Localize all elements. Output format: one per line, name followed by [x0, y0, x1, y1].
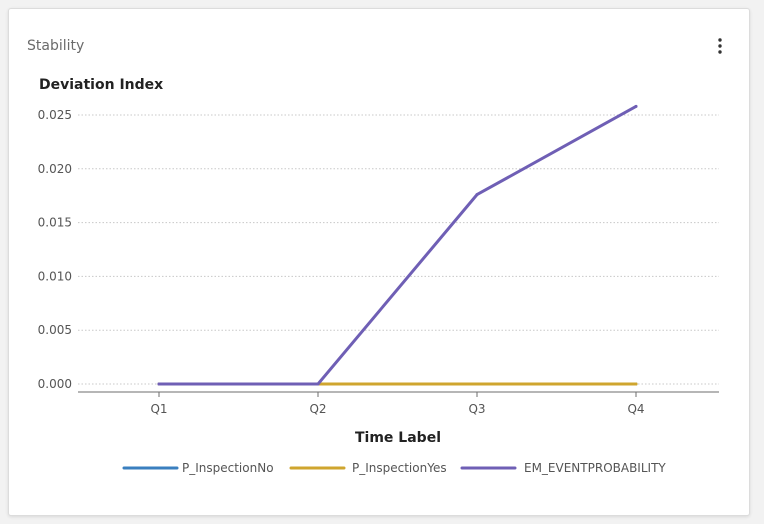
more-vertical-icon[interactable]: [711, 36, 729, 56]
x-axis-label: Time Label: [355, 430, 441, 446]
y-tick-label: 0.020: [38, 162, 72, 176]
legend-label: P_InspectionYes: [352, 461, 447, 475]
y-tick-label: 0.015: [38, 216, 72, 230]
legend-label: EM_EVENTPROBABILITY: [524, 461, 666, 475]
x-tick-label: Q4: [627, 402, 644, 416]
x-tick-label: Q1: [150, 402, 167, 416]
y-tick-label: 0.010: [38, 269, 72, 283]
data-point: [316, 382, 320, 386]
y-tick-label: 0.000: [38, 377, 72, 391]
y-tick-label: 0.005: [38, 323, 72, 337]
data-point: [475, 382, 479, 386]
y-tick-label: 0.025: [38, 108, 72, 122]
data-point: [157, 382, 161, 386]
legend-item[interactable]: P_InspectionYes: [289, 461, 447, 475]
card-title: Stability: [27, 38, 85, 54]
series-line-em-eventprobability: [157, 104, 638, 386]
data-point: [634, 382, 638, 386]
x-tick-label: Q2: [309, 402, 326, 416]
legend-item[interactable]: EM_EVENTPROBABILITY: [460, 461, 666, 475]
stability-card: Stability: [8, 8, 750, 516]
data-point: [634, 104, 638, 108]
y-axis-label: Deviation Index: [39, 77, 163, 93]
legend-item[interactable]: P_InspectionNo: [122, 461, 274, 475]
data-point: [475, 193, 479, 197]
legend-label: P_InspectionNo: [182, 461, 274, 475]
x-tick-label: Q3: [468, 402, 485, 416]
